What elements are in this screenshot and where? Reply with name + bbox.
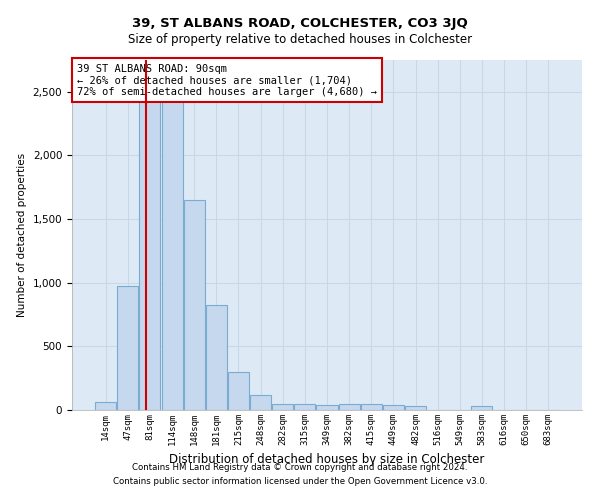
X-axis label: Distribution of detached houses by size in Colchester: Distribution of detached houses by size …	[169, 454, 485, 466]
Y-axis label: Number of detached properties: Number of detached properties	[17, 153, 27, 317]
Text: 39, ST ALBANS ROAD, COLCHESTER, CO3 3JQ: 39, ST ALBANS ROAD, COLCHESTER, CO3 3JQ	[132, 18, 468, 30]
Bar	[228, 372, 249, 410]
Bar	[272, 404, 293, 410]
Bar	[139, 97, 160, 410]
Bar	[383, 405, 404, 410]
Bar	[316, 405, 338, 410]
Bar	[118, 286, 139, 410]
Bar	[206, 305, 227, 410]
Bar	[405, 406, 426, 410]
Bar	[295, 404, 316, 410]
Bar	[361, 404, 382, 410]
Bar	[338, 404, 359, 410]
Bar	[161, 97, 182, 410]
Bar	[95, 402, 116, 410]
Text: Contains HM Land Registry data © Crown copyright and database right 2024.: Contains HM Land Registry data © Crown c…	[132, 464, 468, 472]
Bar	[184, 200, 205, 410]
Bar	[472, 406, 493, 410]
Bar	[250, 394, 271, 410]
Text: Contains public sector information licensed under the Open Government Licence v3: Contains public sector information licen…	[113, 477, 487, 486]
Text: Size of property relative to detached houses in Colchester: Size of property relative to detached ho…	[128, 32, 472, 46]
Text: 39 ST ALBANS ROAD: 90sqm
← 26% of detached houses are smaller (1,704)
72% of sem: 39 ST ALBANS ROAD: 90sqm ← 26% of detach…	[77, 64, 377, 96]
